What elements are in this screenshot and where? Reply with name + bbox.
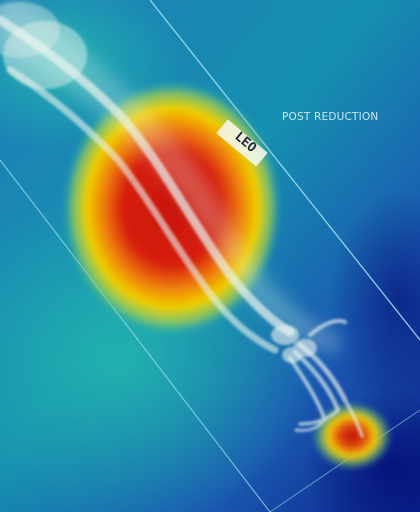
- lead-marker-icon: [216, 119, 268, 167]
- post-reduction-label: POST REDUCTION: [282, 111, 379, 123]
